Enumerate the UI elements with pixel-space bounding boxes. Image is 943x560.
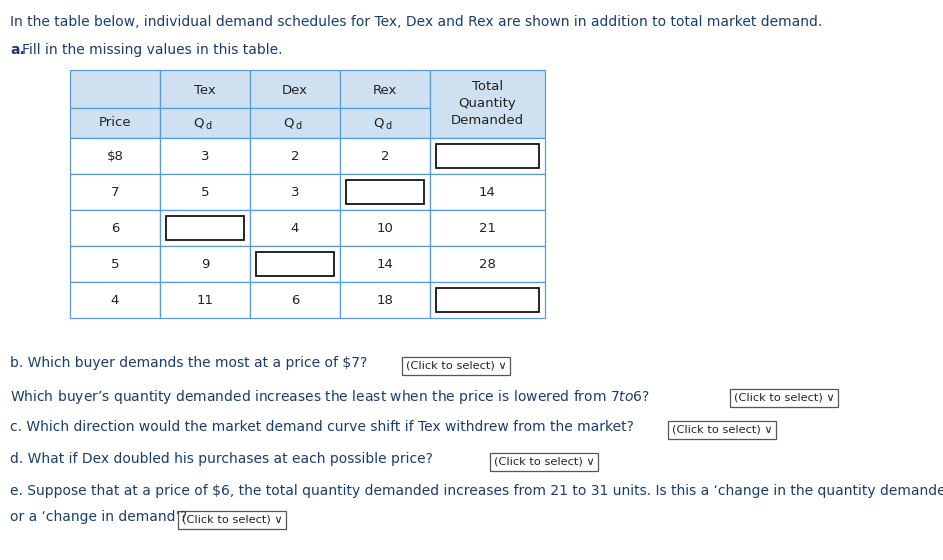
Text: (Click to select) ∨: (Click to select) ∨ xyxy=(182,515,282,525)
Bar xyxy=(70,138,160,174)
Bar xyxy=(250,138,340,174)
Bar xyxy=(430,138,545,174)
Text: 18: 18 xyxy=(376,293,393,306)
Bar xyxy=(70,70,160,108)
Text: 9: 9 xyxy=(201,258,209,270)
Text: 2: 2 xyxy=(381,150,389,162)
Text: 14: 14 xyxy=(376,258,393,270)
Text: (Click to select) ∨: (Click to select) ∨ xyxy=(405,361,506,371)
Bar xyxy=(436,288,539,312)
Bar xyxy=(160,210,250,246)
Bar xyxy=(160,174,250,210)
Text: (Click to select) ∨: (Click to select) ∨ xyxy=(734,393,835,403)
Text: 11: 11 xyxy=(196,293,213,306)
Bar xyxy=(430,282,545,318)
Text: 10: 10 xyxy=(376,222,393,235)
Text: b. Which buyer demands the most at a price of $7?: b. Which buyer demands the most at a pri… xyxy=(10,356,372,370)
Text: 7: 7 xyxy=(110,185,119,198)
Bar xyxy=(340,210,430,246)
Text: Which buyer’s quantity demanded increases the least when the price is lowered fr: Which buyer’s quantity demanded increase… xyxy=(10,388,651,406)
Bar xyxy=(402,357,510,375)
Text: Q: Q xyxy=(284,116,294,129)
Text: d: d xyxy=(295,121,301,131)
Bar xyxy=(340,246,430,282)
Bar xyxy=(250,246,340,282)
Text: Rex: Rex xyxy=(372,85,397,97)
Bar xyxy=(430,246,545,282)
Bar xyxy=(430,174,545,210)
Text: (Click to select) ∨: (Click to select) ∨ xyxy=(671,425,772,435)
Text: 2: 2 xyxy=(290,150,299,162)
Bar xyxy=(490,453,598,471)
Bar xyxy=(160,70,250,108)
Text: 4: 4 xyxy=(290,222,299,235)
Bar xyxy=(70,174,160,210)
Text: a.: a. xyxy=(10,43,25,57)
Text: Q: Q xyxy=(373,116,384,129)
Text: 5: 5 xyxy=(201,185,209,198)
Text: Dex: Dex xyxy=(282,85,308,97)
Bar xyxy=(160,108,250,138)
Bar xyxy=(250,70,340,108)
Bar xyxy=(160,138,250,174)
Bar xyxy=(70,210,160,246)
Bar xyxy=(250,174,340,210)
Text: $8: $8 xyxy=(107,150,124,162)
Bar xyxy=(250,210,340,246)
Bar xyxy=(166,216,244,240)
Bar xyxy=(256,252,334,276)
Bar xyxy=(160,246,250,282)
Bar xyxy=(668,421,776,439)
Bar xyxy=(178,511,286,529)
Bar xyxy=(346,180,424,204)
Bar xyxy=(70,246,160,282)
Bar xyxy=(70,282,160,318)
Text: 6: 6 xyxy=(111,222,119,235)
Text: 3: 3 xyxy=(290,185,299,198)
Bar xyxy=(436,144,539,168)
Text: or a ‘change in demand’?: or a ‘change in demand’? xyxy=(10,510,191,524)
Text: 5: 5 xyxy=(110,258,119,270)
Text: c. Which direction would the market demand curve shift if Tex withdrew from the : c. Which direction would the market dema… xyxy=(10,420,638,434)
Bar xyxy=(430,70,545,138)
Bar xyxy=(250,282,340,318)
Bar xyxy=(430,210,545,246)
Text: Total
Quantity
Demanded: Total Quantity Demanded xyxy=(451,81,524,128)
Bar xyxy=(250,108,340,138)
Text: Q: Q xyxy=(193,116,204,129)
Bar xyxy=(340,174,430,210)
Text: In the table below, individual demand schedules for Tex, Dex and Rex are shown i: In the table below, individual demand sc… xyxy=(10,15,822,29)
Text: 14: 14 xyxy=(479,185,496,198)
Text: d: d xyxy=(385,121,391,131)
Bar xyxy=(70,108,160,138)
Text: 4: 4 xyxy=(111,293,119,306)
Bar xyxy=(340,282,430,318)
Text: 28: 28 xyxy=(479,258,496,270)
Bar xyxy=(340,70,430,108)
Text: d: d xyxy=(205,121,211,131)
Bar xyxy=(340,108,430,138)
Text: 3: 3 xyxy=(201,150,209,162)
Text: d. What if Dex doubled his purchases at each possible price?: d. What if Dex doubled his purchases at … xyxy=(10,452,438,466)
Text: Price: Price xyxy=(99,116,131,129)
Bar xyxy=(340,138,430,174)
Bar xyxy=(730,389,838,407)
Text: 21: 21 xyxy=(479,222,496,235)
Text: e. Suppose that at a price of $6, the total quantity demanded increases from 21 : e. Suppose that at a price of $6, the to… xyxy=(10,484,943,498)
Text: (Click to select) ∨: (Click to select) ∨ xyxy=(493,457,594,467)
Bar xyxy=(160,282,250,318)
Text: 6: 6 xyxy=(290,293,299,306)
Text: Fill in the missing values in this table.: Fill in the missing values in this table… xyxy=(22,43,283,57)
Text: Tex: Tex xyxy=(194,85,216,97)
